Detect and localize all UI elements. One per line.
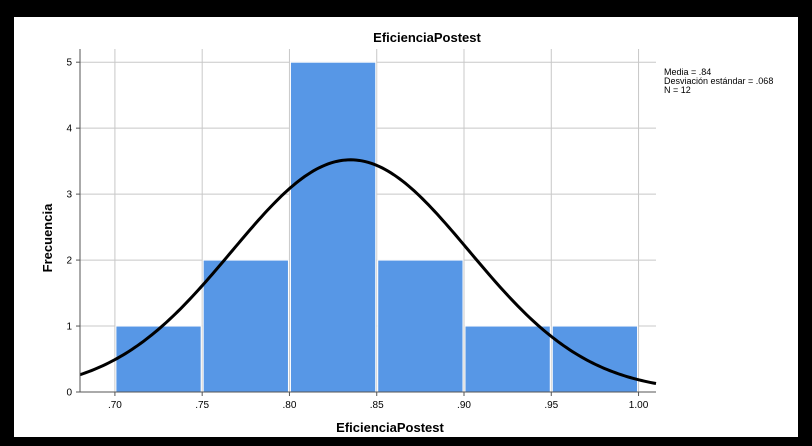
stats-legend: Media = .84 Desviación estándar = .068 N… xyxy=(664,67,773,95)
x-axis-label: EficienciaPostest xyxy=(336,420,444,435)
chart-panel: .70 .75 .80 .85 .90 .95 1.00 0 1 2 3 4 5 Eficiencia… xyxy=(14,17,798,437)
x-tick-label: 1.00 xyxy=(629,400,649,411)
histogram-bars xyxy=(115,61,639,393)
histogram-bar xyxy=(464,325,551,393)
normal-curve xyxy=(79,158,657,386)
x-tick-labels: .70 .75 .80 .85 .90 .95 1.00 xyxy=(108,400,649,411)
stats-mean: Media = .84 xyxy=(664,67,711,77)
y-tick-label: 2 xyxy=(66,256,72,267)
y-tick-labels: 0 1 2 3 4 5 xyxy=(66,58,72,399)
y-tick-label: 5 xyxy=(66,58,72,69)
histogram-bar xyxy=(377,259,464,393)
normal-curve-layer xyxy=(79,158,657,386)
histogram-bar xyxy=(115,325,202,393)
x-tick-label: .80 xyxy=(283,400,297,411)
x-tick-label: .75 xyxy=(195,400,209,411)
stats-n: N = 12 xyxy=(664,85,691,95)
x-tick-label: .90 xyxy=(457,400,471,411)
histogram-bar xyxy=(202,259,289,393)
y-tick-label: 4 xyxy=(66,124,72,135)
x-tick-label: .70 xyxy=(108,400,122,411)
histogram-bar xyxy=(551,325,639,393)
y-axis-label: Frecuencia xyxy=(40,203,55,272)
x-tick-label: .85 xyxy=(370,400,384,411)
chart-title: EficienciaPostest xyxy=(373,30,481,45)
histogram-bar xyxy=(289,61,377,393)
axes xyxy=(76,49,656,396)
stats-std-dev: Desviación estándar = .068 xyxy=(664,76,773,86)
x-tick-label: .95 xyxy=(544,400,558,411)
histogram-chart: .70 .75 .80 .85 .90 .95 1.00 0 1 2 3 4 5 Eficiencia… xyxy=(40,30,773,435)
y-tick-label: 0 xyxy=(66,388,72,399)
y-tick-label: 3 xyxy=(66,190,72,201)
y-tick-label: 1 xyxy=(66,322,72,333)
